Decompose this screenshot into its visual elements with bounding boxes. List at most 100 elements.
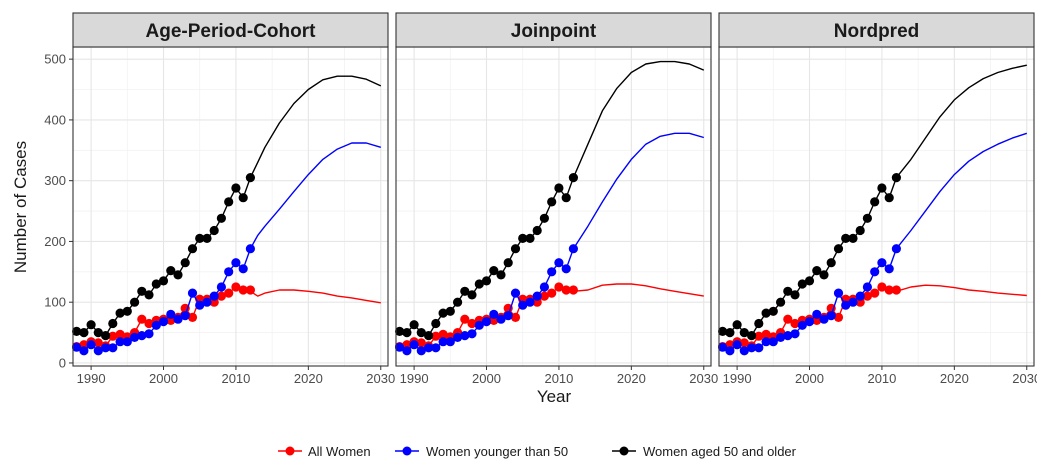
data-point-younger-than-50 [841, 300, 851, 310]
data-point-all-women [108, 331, 118, 341]
data-point-aged-50-and-older [554, 183, 564, 193]
legend-label-aged-50-and-older: Women aged 50 and older [643, 444, 797, 459]
y-tick-label: 400 [44, 112, 66, 127]
data-point-younger-than-50 [402, 346, 412, 356]
x-tick-label: 2000 [149, 371, 178, 386]
data-point-aged-50-and-older [877, 183, 887, 193]
x-tick-label: 2000 [795, 371, 824, 386]
data-point-younger-than-50 [79, 346, 89, 356]
data-point-aged-50-and-older [884, 193, 894, 203]
data-point-all-women [539, 291, 550, 301]
data-point-aged-50-and-older [489, 266, 499, 276]
x-tick-label: 2020 [617, 371, 646, 386]
data-point-aged-50-and-older [122, 306, 132, 316]
data-point-younger-than-50 [481, 317, 492, 327]
data-point-aged-50-and-older [460, 286, 470, 296]
data-point-aged-50-and-older [166, 266, 176, 276]
data-point-aged-50-and-older [725, 328, 735, 338]
data-point-younger-than-50 [173, 314, 183, 324]
data-point-aged-50-and-older [797, 279, 807, 289]
data-point-younger-than-50 [467, 329, 477, 339]
projection-line-younger-than-50 [249, 142, 381, 250]
data-point-younger-than-50 [151, 320, 161, 330]
data-point-younger-than-50 [532, 291, 542, 301]
data-point-aged-50-and-older [424, 331, 434, 341]
data-point-younger-than-50 [804, 317, 815, 327]
projection-line-all-women [573, 283, 704, 297]
data-point-younger-than-50 [747, 343, 757, 353]
data-point-aged-50-and-older [445, 306, 455, 316]
data-point-younger-than-50 [416, 346, 426, 356]
data-point-younger-than-50 [877, 258, 887, 268]
x-axis-title: Year [537, 387, 572, 406]
data-point-all-women [238, 285, 248, 295]
data-point-aged-50-and-older [216, 213, 226, 223]
data-point-younger-than-50 [503, 311, 513, 321]
data-point-all-women [144, 318, 154, 329]
y-axis-title: Number of Cases [11, 141, 30, 273]
panel-2: Joinpoint 1990 2000 2010 2020 2030 [395, 12, 718, 386]
data-point-younger-than-50 [231, 258, 241, 268]
data-point-younger-than-50 [93, 346, 103, 356]
data-point-aged-50-and-older [761, 308, 771, 318]
projection-line-younger-than-50 [572, 132, 704, 250]
projection-line-all-women [250, 289, 381, 304]
panel-3: Nordpred 1990 2000 2010 2020 2030 [718, 12, 1037, 386]
data-point-all-women [891, 285, 902, 295]
data-point-aged-50-and-older [195, 233, 205, 243]
x-tick-label: 2000 [472, 371, 501, 386]
data-point-aged-50-and-older [108, 318, 118, 329]
data-point-aged-50-and-older [79, 328, 89, 338]
data-point-younger-than-50 [539, 282, 550, 292]
data-point-younger-than-50 [561, 264, 571, 274]
data-point-younger-than-50 [870, 267, 880, 277]
data-point-younger-than-50 [108, 343, 118, 353]
data-point-younger-than-50 [130, 332, 140, 342]
data-point-aged-50-and-older [539, 213, 550, 223]
data-point-aged-50-and-older [819, 270, 829, 280]
projection-line-aged-50-and-older [895, 64, 1027, 179]
plot-background [396, 47, 711, 366]
data-point-younger-than-50 [216, 282, 226, 292]
data-point-all-women [137, 314, 147, 324]
data-point-aged-50-and-older [532, 225, 542, 236]
data-point-all-women [93, 338, 103, 348]
data-point-younger-than-50 [547, 267, 557, 277]
data-point-younger-than-50 [137, 331, 147, 341]
data-point-aged-50-and-older [187, 244, 198, 254]
legend: All Women Women younger than 50 Women ag… [278, 444, 797, 459]
data-point-aged-50-and-older [202, 233, 212, 243]
legend-marker-all-women [285, 446, 295, 456]
data-point-all-women [224, 288, 234, 298]
data-point-younger-than-50 [776, 332, 786, 342]
data-point-aged-50-and-older [833, 244, 844, 254]
data-point-aged-50-and-older [783, 286, 793, 296]
data-point-younger-than-50 [409, 340, 419, 350]
x-tick-label: 2010 [221, 371, 250, 386]
y-tick-label: 300 [44, 173, 66, 188]
data-point-younger-than-50 [202, 297, 212, 307]
data-point-younger-than-50 [848, 297, 858, 307]
data-point-younger-than-50 [732, 340, 742, 350]
panel-strip [395, 12, 712, 48]
data-point-aged-50-and-older [209, 225, 219, 236]
data-point-aged-50-and-older [238, 193, 248, 203]
data-point-aged-50-and-older [474, 279, 484, 289]
data-point-all-women [884, 285, 894, 295]
data-point-younger-than-50 [768, 337, 778, 347]
data-point-aged-50-and-older [804, 276, 815, 286]
legend-label-younger-than-50: Women younger than 50 [426, 444, 568, 459]
data-point-younger-than-50 [855, 291, 865, 301]
data-point-younger-than-50 [718, 342, 728, 352]
plot-background [719, 47, 1034, 366]
projection-line-aged-50-and-older [572, 60, 705, 178]
data-point-all-women [877, 282, 887, 292]
x-tick-label: 1990 [723, 371, 752, 386]
data-point-younger-than-50 [122, 337, 132, 347]
data-point-aged-50-and-older [510, 244, 521, 254]
data-point-younger-than-50 [424, 343, 434, 353]
data-point-aged-50-and-older [855, 225, 865, 236]
data-point-all-women [231, 282, 241, 292]
y-tick-label: 200 [44, 234, 66, 249]
data-point-younger-than-50 [180, 311, 190, 321]
